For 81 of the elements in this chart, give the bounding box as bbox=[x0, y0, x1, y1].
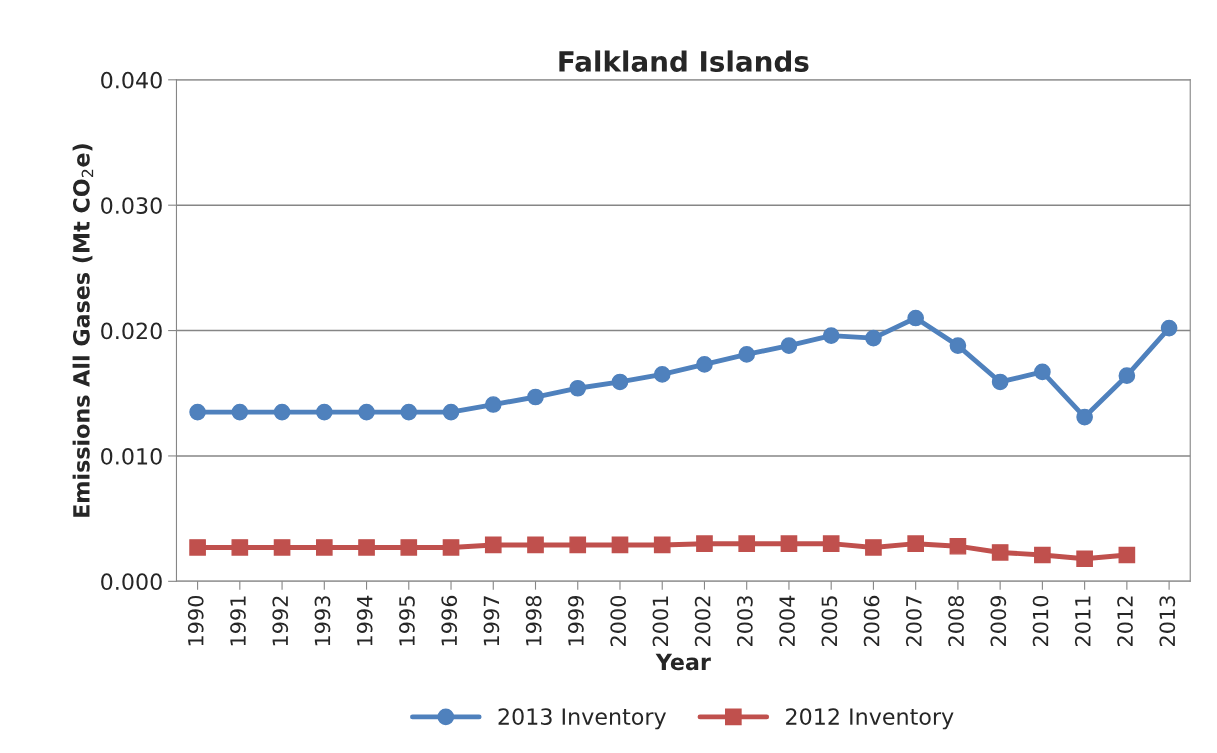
point bbox=[822, 327, 840, 344]
x-tick-label: 1996 bbox=[441, 595, 458, 646]
point bbox=[696, 356, 713, 373]
point bbox=[907, 535, 924, 553]
point bbox=[527, 536, 544, 554]
point bbox=[1076, 408, 1093, 426]
point bbox=[738, 346, 756, 363]
point bbox=[189, 539, 206, 556]
y-tick-label: 0.040 bbox=[101, 71, 162, 89]
point bbox=[358, 403, 375, 421]
x-tick-label: 2012 bbox=[1117, 596, 1133, 646]
x-tick-label: 2005 bbox=[821, 596, 838, 646]
point bbox=[358, 539, 375, 556]
x-tick-label: 2008 bbox=[948, 595, 964, 646]
point bbox=[231, 403, 249, 421]
x-axis-title: Year bbox=[655, 653, 711, 671]
point bbox=[696, 535, 713, 553]
point bbox=[231, 539, 249, 556]
point bbox=[442, 539, 460, 556]
x-tick-label: 2001 bbox=[652, 596, 669, 646]
x-tick-label: 1990 bbox=[187, 595, 204, 646]
point bbox=[949, 537, 967, 555]
chart-title: Falkland Islands bbox=[559, 50, 809, 72]
point bbox=[315, 539, 333, 556]
point bbox=[273, 403, 291, 421]
point bbox=[569, 536, 587, 554]
point bbox=[442, 403, 460, 421]
point bbox=[1160, 319, 1178, 337]
point bbox=[400, 403, 418, 421]
x-tick-label: 2009 bbox=[990, 595, 1007, 646]
x-tick-label: 2004 bbox=[779, 595, 795, 646]
point bbox=[653, 366, 671, 383]
legend-label: 2012 Inventory bbox=[786, 708, 954, 730]
x-tick-label: 2013 bbox=[1159, 596, 1176, 646]
point bbox=[611, 536, 629, 554]
point bbox=[907, 309, 924, 327]
point bbox=[611, 373, 629, 391]
point bbox=[738, 535, 756, 553]
y-tick-label: 0.010 bbox=[101, 447, 162, 465]
point bbox=[991, 373, 1009, 391]
point bbox=[1034, 363, 1051, 381]
x-tick-label: 2010 bbox=[1032, 595, 1049, 646]
x-tick-label: 2002 bbox=[694, 596, 711, 646]
point bbox=[949, 337, 967, 354]
point bbox=[1034, 546, 1051, 564]
x-tick-label: 2011 bbox=[1074, 596, 1091, 646]
x-tick-label: 2007 bbox=[905, 596, 922, 646]
point bbox=[400, 539, 418, 556]
point bbox=[991, 544, 1009, 561]
x-tick-label: 1999 bbox=[568, 595, 584, 646]
x-tick-label: 1997 bbox=[483, 596, 500, 646]
y-tick-label: 0.020 bbox=[101, 322, 162, 340]
point bbox=[484, 396, 502, 413]
point bbox=[527, 388, 544, 406]
y-tick-label: 0.030 bbox=[101, 197, 162, 214]
y-tick-label: 0.000 bbox=[101, 573, 162, 591]
x-tick-label: 1994 bbox=[356, 595, 373, 646]
x-tick-label: 1991 bbox=[230, 596, 246, 646]
point bbox=[273, 539, 291, 556]
point bbox=[822, 535, 840, 553]
x-tick-label: 2006 bbox=[863, 595, 880, 646]
x-tick-label: 2003 bbox=[736, 596, 753, 646]
point bbox=[653, 536, 671, 554]
x-tick-label: 1992 bbox=[272, 596, 289, 646]
point bbox=[780, 535, 798, 553]
point bbox=[865, 539, 882, 556]
point bbox=[569, 379, 587, 397]
point bbox=[189, 403, 206, 421]
x-tick-label: 1993 bbox=[314, 596, 331, 646]
point bbox=[780, 337, 798, 354]
point bbox=[1118, 367, 1136, 385]
point bbox=[484, 536, 502, 554]
point bbox=[315, 403, 333, 421]
point bbox=[1118, 546, 1136, 564]
point bbox=[865, 329, 882, 347]
legend-label: 2013 Inventory bbox=[498, 708, 667, 730]
x-tick-label: 1998 bbox=[525, 595, 542, 646]
y-axis-title: Emissions All Gases (Mt CO$_{2}$e) bbox=[72, 144, 94, 517]
x-tick-label: 1995 bbox=[399, 596, 415, 646]
x-tick-label: 2000 bbox=[610, 595, 627, 646]
point bbox=[1076, 550, 1093, 568]
